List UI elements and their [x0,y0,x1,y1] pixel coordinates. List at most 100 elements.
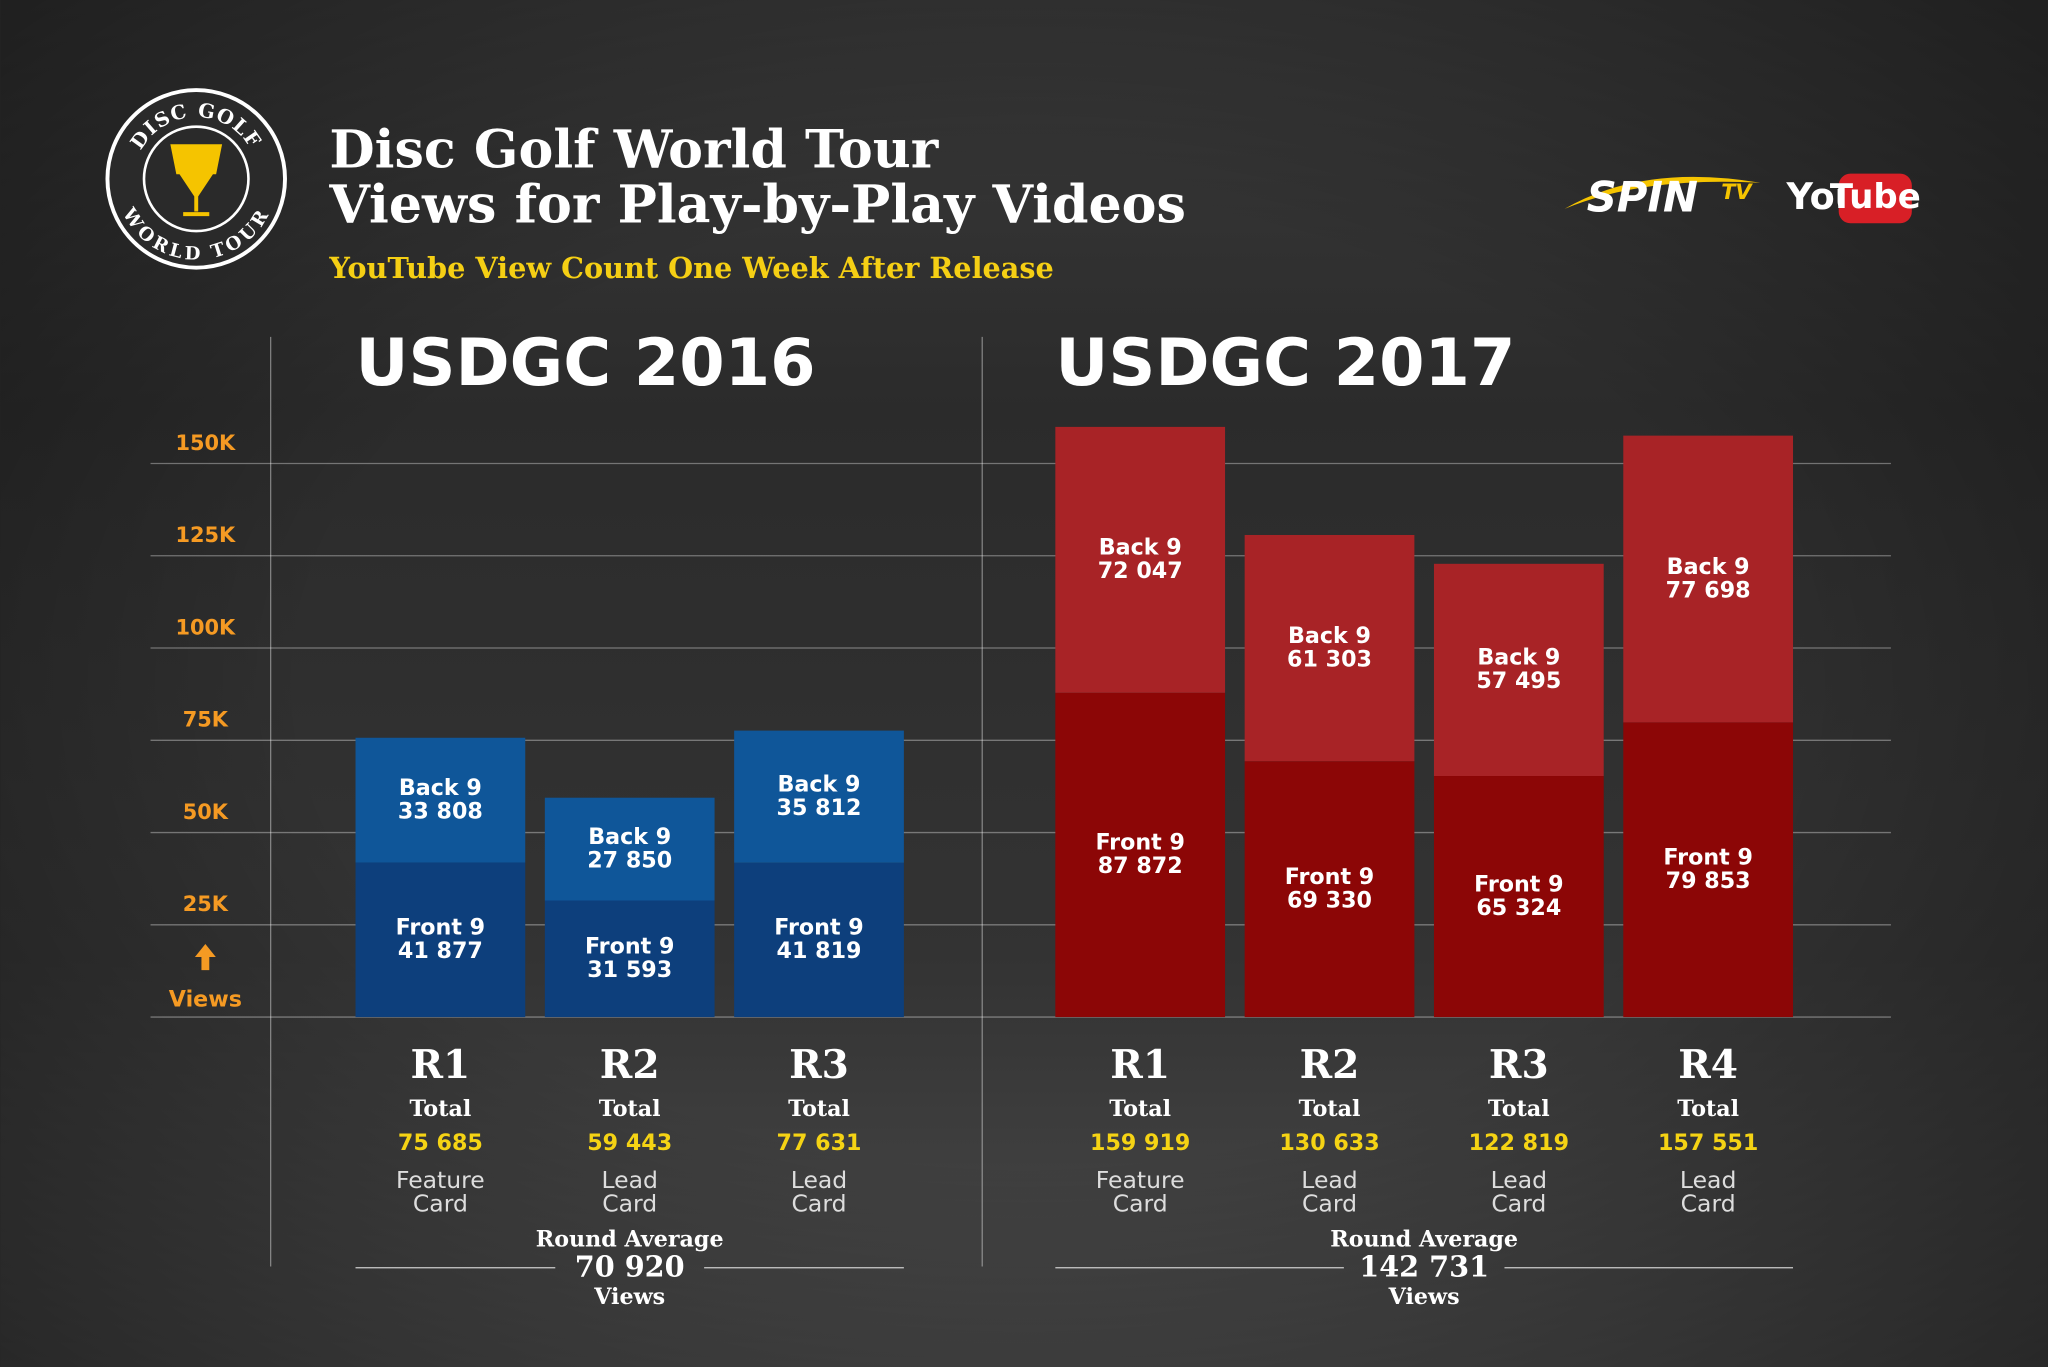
average-value: 142 731 [1359,1250,1489,1284]
spin-logo: SPIN TV [1564,172,1761,221]
segment-name: Front 9 [1663,844,1753,870]
segment-value: 41 819 [777,938,862,964]
bar-segment [544,797,715,901]
bar-segment [1055,426,1226,693]
segment-value: 61 303 [1287,646,1372,672]
y-tick-label: 150K [175,431,236,455]
panel-title: USDGC 2016 [356,325,816,401]
x-tick-label: R2 [1300,1042,1360,1088]
bar-segment [1055,692,1226,1018]
card-type: Card [602,1190,657,1218]
title-line-2: Views for Play-by-Play Videos [328,174,1186,235]
segment-value: 87 872 [1098,853,1183,879]
tv-text: TV [1721,180,1753,204]
segment-name: Back 9 [588,824,671,850]
bar-segment [355,862,526,1018]
segment-value: 57 495 [1476,668,1561,694]
total-title: Total [1109,1096,1171,1122]
segment-name: Front 9 [774,915,864,941]
card-type: Feature [1096,1166,1185,1194]
title-line-1: Disc Golf World Tour [329,120,939,181]
youtube-tube: Tube [1830,177,1921,217]
segment-name: Back 9 [1667,554,1750,580]
subtitle: YouTube View Count One Week After Releas… [328,251,1053,285]
bar-segment [734,862,904,1018]
segment-name: Back 9 [1099,535,1182,561]
card-type: Card [1302,1190,1357,1218]
x-tick-label: R1 [410,1042,470,1088]
bar-segment [734,730,904,863]
youtube-logo: You Tube [1785,173,1921,224]
total-title: Total [409,1096,471,1122]
bar-segment [1433,776,1604,1018]
bar-segment [355,737,526,863]
bar-segment [1623,435,1794,723]
x-tick-label: R3 [1489,1042,1549,1088]
card-type: Card [413,1190,468,1218]
segment-value: 72 047 [1098,558,1183,584]
segment-name: Front 9 [585,934,675,960]
badge: DISC GOLF WORLD TOUR [105,88,287,270]
x-tick-label: R2 [600,1042,660,1088]
total-title: Total [1299,1096,1361,1122]
segment-value: 77 698 [1666,577,1751,603]
y-tick-label: 125K [175,523,236,547]
total-value: 122 819 [1469,1130,1569,1156]
total-title: Total [788,1096,850,1122]
spin-text: SPIN [1587,172,1698,221]
total-value: 77 631 [777,1130,862,1156]
card-type: Card [1491,1190,1546,1218]
segment-value: 35 812 [777,795,862,821]
segment-name: Back 9 [399,775,482,801]
card-type: Feature [396,1166,485,1194]
y-tick-label: 100K [175,615,236,639]
panel-title: USDGC 2017 [1055,325,1515,401]
segment-name: Front 9 [1285,864,1375,890]
y-tick-label: 75K [183,708,229,732]
segment-name: Back 9 [1288,623,1371,649]
axis-arrow [194,943,216,971]
card-type: Lead [791,1166,847,1194]
average-title: Round Average [1330,1226,1518,1252]
bar-segment [1244,761,1415,1018]
youtube-box [1838,173,1912,224]
bar-segment [1623,722,1794,1018]
average-value: 70 920 [575,1250,685,1284]
segment-value: 41 877 [398,938,483,964]
average-unit: Views [1388,1284,1460,1310]
segment-name: Front 9 [396,915,485,941]
card-type: Card [1681,1190,1736,1218]
card-type: Lead [1491,1166,1547,1194]
bar-segment [1433,563,1604,777]
total-value: 157 551 [1658,1130,1758,1156]
card-type: Card [1113,1190,1168,1218]
x-tick-label: R3 [789,1042,849,1088]
total-value: 130 633 [1279,1130,1379,1156]
segment-value: 33 808 [398,798,483,824]
segment-value: 27 850 [587,847,672,873]
segment-value: 69 330 [1287,887,1372,913]
x-tick-label: R4 [1678,1042,1738,1088]
card-type: Lead [1680,1166,1736,1194]
average-unit: Views [593,1284,665,1310]
average-title: Round Average [536,1226,724,1252]
y-axis-label: Views [169,987,242,1013]
card-type: Lead [1301,1166,1357,1194]
segment-name: Back 9 [778,771,861,797]
basket-icon [170,144,223,217]
segment-value: 31 593 [587,957,672,983]
segment-name: Front 9 [1474,871,1564,897]
total-value: 75 685 [398,1130,483,1156]
bar-segment [1244,534,1415,762]
segment-value: 79 853 [1666,868,1751,894]
segment-value: 65 324 [1476,895,1561,921]
x-tick-label: R1 [1110,1042,1170,1088]
total-value: 59 443 [587,1130,672,1156]
total-title: Total [1677,1096,1739,1122]
bar-segment [544,900,715,1018]
total-title: Total [1488,1096,1550,1122]
y-tick-label: 50K [183,800,229,824]
card-type: Card [792,1190,847,1218]
